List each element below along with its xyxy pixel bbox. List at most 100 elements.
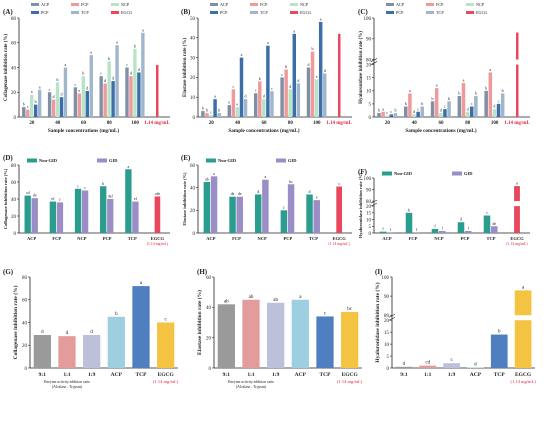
significance-letter: c	[498, 98, 500, 103]
significance-letter: c	[84, 185, 86, 190]
y-tick-label: 0	[25, 367, 28, 372]
legend-label: NCP	[300, 2, 309, 7]
significance-letter: f	[468, 225, 470, 230]
significance-letter: b	[394, 108, 396, 113]
y-axis-label: Hyaluronidase inhibition rate (%)	[358, 172, 363, 238]
significance-letter: b	[421, 101, 423, 106]
egcg-concentration-label: (1.14 mg/mL)	[337, 379, 363, 384]
legend-label: TCP	[436, 10, 444, 15]
bar	[405, 212, 413, 233]
y-tick-label: 90	[366, 38, 372, 43]
bar	[242, 299, 260, 368]
bar	[461, 82, 466, 117]
significance-letter: d	[104, 78, 106, 83]
significance-letter: cde	[155, 191, 161, 196]
panel-label: (H)	[197, 268, 208, 276]
x-axis-note: (Alcalase : Trypsin)	[236, 385, 267, 389]
bar	[389, 114, 394, 117]
significance-letter: ef	[51, 196, 55, 201]
x-tick-label: 40	[235, 121, 241, 126]
x-tick-label: EGCG	[342, 372, 359, 378]
bar	[115, 45, 119, 117]
panel-label: (E)	[181, 154, 191, 162]
y-axis-label: Elastase inhibition rate (%)	[196, 290, 203, 355]
y-tick-label: 20	[366, 205, 372, 210]
significance-letter: d	[130, 71, 132, 76]
legend-swatch	[210, 11, 218, 14]
x-tick-label: ACP	[27, 236, 36, 241]
significance-letter: b	[108, 56, 110, 61]
bar	[381, 111, 385, 117]
bar	[469, 106, 474, 117]
bar	[85, 91, 89, 117]
y-tick-label: 15	[384, 331, 390, 336]
x-tick-label: 100	[313, 121, 321, 126]
bar	[514, 320, 532, 368]
bar	[439, 113, 443, 117]
significance-letter: b	[35, 99, 37, 104]
significance-letter: de	[238, 191, 242, 196]
bar	[323, 73, 327, 117]
bar	[83, 335, 101, 368]
significance-letter: c	[390, 109, 392, 114]
y-tick-label: 50	[190, 17, 196, 22]
bar	[408, 93, 412, 117]
significance-letter: de	[33, 193, 37, 198]
axis-break-mark	[370, 58, 378, 62]
egcg-concentration-label: (1.14 mg/mL)	[510, 379, 536, 384]
bar	[341, 311, 359, 368]
significance-letter: f	[390, 227, 392, 232]
x-tick-label: 9:1	[39, 372, 47, 378]
panel-label: (G)	[3, 268, 14, 276]
x-tick-label: 1:1	[63, 372, 71, 378]
legend-swatch	[426, 11, 434, 14]
y-tick-label: 0	[209, 367, 212, 372]
significance-letter: bc	[289, 179, 293, 184]
x-tick-label: EGCG	[158, 372, 175, 378]
bar	[514, 290, 532, 316]
legend-swatch	[31, 3, 39, 6]
bar	[306, 67, 311, 117]
bar	[58, 336, 76, 368]
bar	[125, 169, 132, 233]
bar	[393, 113, 398, 117]
bar	[412, 114, 416, 117]
x-tick-label: 20	[209, 121, 215, 126]
significance-letter: c	[444, 104, 446, 109]
bar	[73, 87, 78, 117]
x-tick-label: 1:9	[88, 372, 96, 378]
bar	[258, 81, 262, 117]
egcg-concentration-label: 1.14 mg/mL	[504, 121, 530, 126]
bar	[56, 202, 64, 233]
bar	[483, 215, 491, 233]
panel-label: (C)	[358, 8, 368, 16]
bar	[157, 322, 175, 368]
significance-letter: d	[413, 109, 415, 114]
x-tick-label: 9:1	[400, 372, 408, 378]
bar	[100, 186, 107, 233]
y-tick-label: 40	[11, 198, 17, 203]
significance-letter: b	[432, 96, 434, 101]
x-tick-label: ACP	[206, 236, 215, 241]
legend-label: NCP	[476, 2, 485, 7]
y-tick-label: 20	[366, 63, 372, 68]
bar	[430, 101, 435, 117]
bar	[227, 105, 232, 117]
x-tick-label: 60	[81, 121, 87, 126]
bar	[26, 109, 30, 117]
bar	[490, 334, 508, 368]
significance-letter: de	[231, 191, 235, 196]
y-tick-label: 0	[14, 116, 17, 121]
bar	[22, 107, 26, 117]
legend-label: FCP	[436, 2, 444, 7]
legend-swatch	[466, 3, 474, 6]
bar	[439, 230, 446, 233]
x-axis-label: Sample concentrations (mg/mL)	[228, 127, 299, 134]
significance-letter: a	[241, 52, 243, 57]
significance-letter: d	[297, 78, 299, 83]
egcg-concentration-label: (1.14 mg/mL)	[153, 379, 179, 384]
egcg-concentration-label: (1.14 mg/mL)	[147, 242, 169, 246]
x-axis-label: Sample concentrations (mg/mL)	[48, 127, 119, 134]
legend-label: EGCG	[300, 10, 311, 15]
significance-letter: b	[134, 43, 136, 48]
